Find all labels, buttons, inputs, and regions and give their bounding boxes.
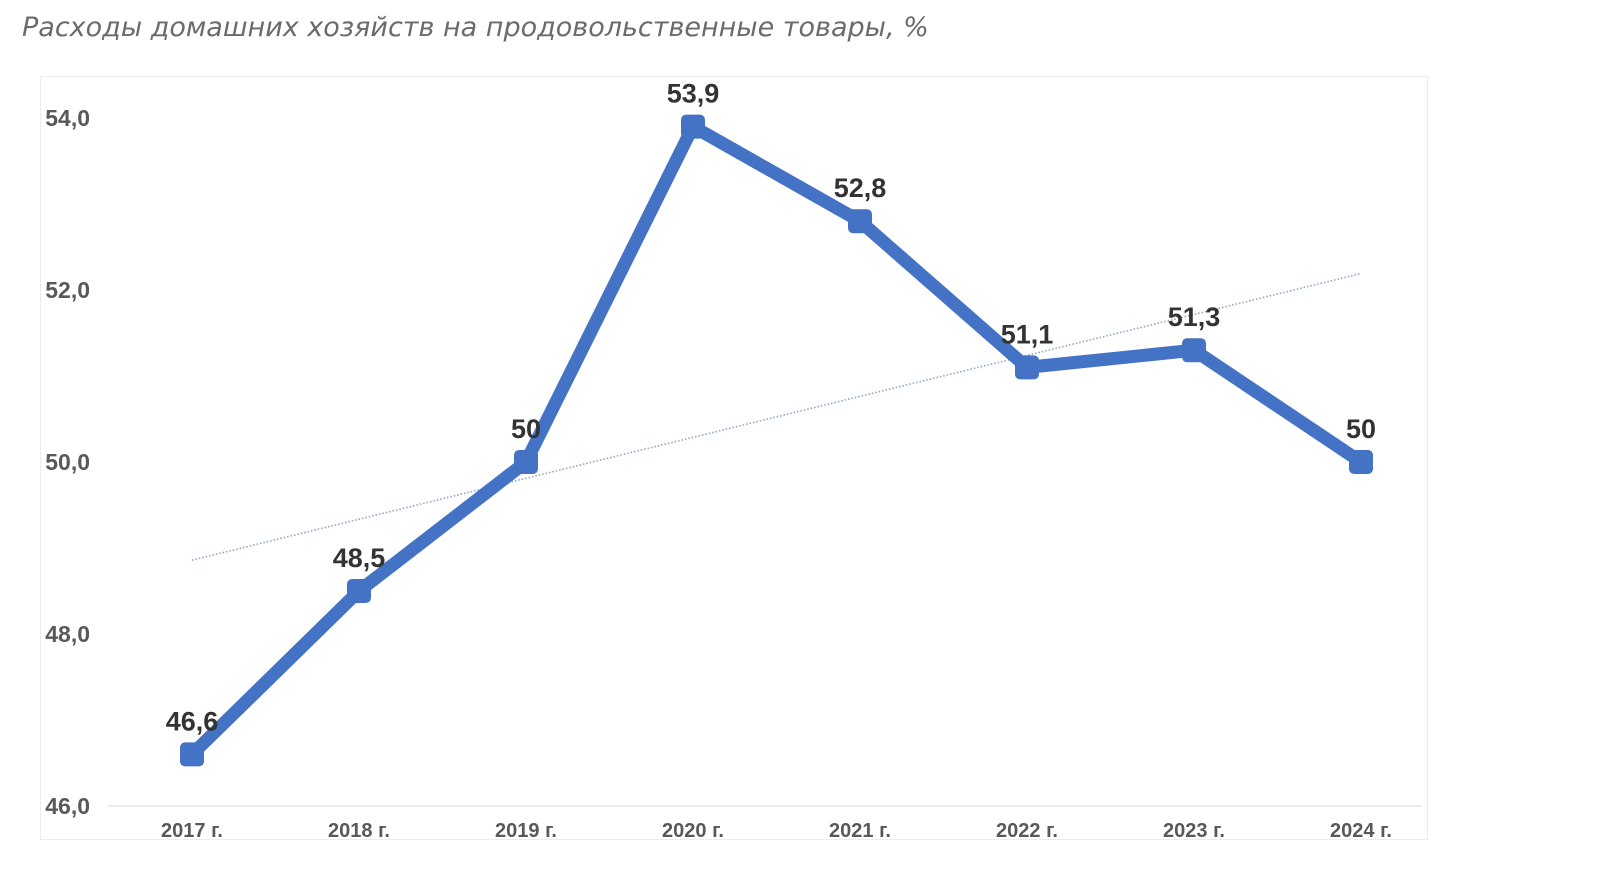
x-tick-label: 2020 г. (662, 820, 724, 842)
series-line (185, 120, 1368, 761)
data-point-marker (1349, 450, 1373, 474)
x-tick-label: 2021 г. (829, 820, 891, 842)
data-point-marker (848, 209, 872, 234)
x-tick-label: 2019 г. (495, 820, 557, 842)
y-tick-label: 50,0 (45, 449, 90, 475)
y-tick-label: 52,0 (45, 277, 90, 303)
data-label: 51,1 (1001, 319, 1054, 349)
x-tick-label: 2022 г. (996, 820, 1058, 842)
series-layer (180, 114, 1373, 767)
axis-layer: 46,0 48,0 50,0 52,0 54,0 2017 г. 2018 г. 2019 г… (45, 105, 1422, 842)
data-point-marker (1015, 355, 1039, 380)
data-label: 51,3 (1168, 302, 1221, 332)
data-point-marker (681, 114, 705, 139)
data-label-layer: 46,6 48,5 50 53,9 52,8 51,1 51,3 50 (166, 79, 1376, 737)
chart-panel (40, 76, 1428, 840)
data-label: 50 (1346, 414, 1376, 444)
data-label: 50 (511, 414, 541, 444)
data-point-marker (180, 742, 204, 767)
y-tick-label: 46,0 (45, 793, 90, 819)
data-label: 52,8 (834, 173, 887, 203)
x-tick-label: 2017 г. (161, 820, 223, 842)
x-tick-label: 2024 г. (1330, 820, 1392, 842)
data-label: 48,5 (333, 543, 386, 573)
data-point-marker (1182, 338, 1206, 363)
trendline-layer (191, 272, 1362, 561)
data-label: 53,9 (667, 79, 720, 109)
x-tick-label: 2023 г. (1163, 820, 1225, 842)
data-point-marker (514, 450, 538, 474)
y-tick-label: 54,0 (45, 105, 90, 131)
data-label: 46,6 (166, 706, 219, 736)
x-tick-label: 2018 г. (328, 820, 390, 842)
chart-title: Расходы домашних хозяйств на продовольст… (22, 12, 929, 43)
y-tick-label: 48,0 (45, 621, 90, 647)
trendline (191, 272, 1362, 561)
data-point-marker (347, 579, 371, 603)
